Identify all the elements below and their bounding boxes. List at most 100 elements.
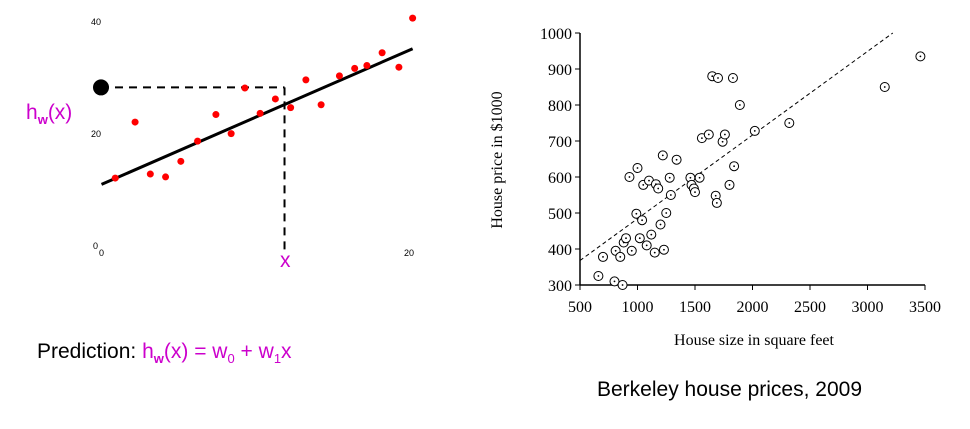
data-point bbox=[711, 197, 722, 208]
data-point-center bbox=[689, 176, 692, 179]
data-point-center bbox=[788, 122, 791, 124]
data-point bbox=[624, 172, 635, 182]
data-point bbox=[694, 172, 705, 183]
data-point-center bbox=[650, 233, 653, 236]
x-axis-label: House size in square feet bbox=[674, 332, 834, 349]
data-point-center bbox=[648, 179, 650, 182]
data-point-center bbox=[669, 194, 672, 196]
prediction-formula: hw(x) = w0 + w1x bbox=[142, 340, 292, 366]
x-tick-label: 2000 bbox=[737, 299, 769, 316]
data-point bbox=[879, 82, 890, 92]
data-point bbox=[915, 51, 926, 62]
data-point-center bbox=[919, 55, 922, 58]
data-point-center bbox=[619, 256, 622, 258]
x-tick-label: 1500 bbox=[679, 299, 711, 316]
data-point bbox=[617, 280, 628, 290]
data-point-center bbox=[698, 176, 701, 179]
data-point bbox=[256, 109, 264, 117]
data-point bbox=[146, 170, 154, 178]
y-tick-label: 0 bbox=[93, 241, 98, 251]
y-tick-label: 600 bbox=[548, 170, 572, 187]
data-point bbox=[641, 240, 652, 251]
data-point bbox=[657, 150, 668, 161]
y-tick-label: 500 bbox=[548, 206, 572, 223]
data-points bbox=[593, 51, 926, 290]
data-point bbox=[227, 130, 235, 138]
data-point bbox=[665, 190, 676, 200]
data-point-center bbox=[715, 202, 718, 204]
data-point-center bbox=[717, 77, 719, 79]
data-point-center bbox=[733, 165, 735, 168]
data-point bbox=[162, 173, 170, 181]
y-tick-label: 700 bbox=[548, 134, 572, 151]
data-point bbox=[653, 183, 664, 194]
data-point-center bbox=[602, 256, 604, 258]
data-point bbox=[671, 154, 682, 165]
data-point-center bbox=[641, 219, 643, 222]
trend-line-group bbox=[579, 32, 894, 261]
data-point-center bbox=[665, 212, 668, 214]
data-point bbox=[637, 215, 648, 226]
x-tick-label: 20 bbox=[404, 248, 414, 258]
data-point bbox=[734, 100, 745, 110]
x-tick-label: 500 bbox=[568, 299, 592, 316]
data-point bbox=[335, 72, 343, 80]
data-point bbox=[241, 84, 249, 92]
prediction-caption: Prediction: hw(x) = w0 + w1x bbox=[37, 340, 292, 366]
data-point-center bbox=[707, 133, 710, 136]
data-point-center bbox=[701, 137, 703, 140]
y-tick-label: 900 bbox=[548, 62, 572, 79]
data-point-center bbox=[728, 184, 731, 186]
data-point bbox=[634, 233, 645, 244]
data-point bbox=[177, 157, 185, 165]
data-point-center bbox=[635, 212, 638, 215]
y-tick-label: 20 bbox=[91, 129, 101, 139]
fit-line-group bbox=[100, 47, 414, 186]
data-point bbox=[646, 229, 657, 240]
data-point-center bbox=[661, 154, 664, 157]
data-point bbox=[749, 125, 760, 136]
axes bbox=[575, 32, 926, 290]
x-tick-label: 3500 bbox=[909, 299, 941, 316]
data-point-center bbox=[711, 75, 714, 78]
data-point bbox=[615, 251, 626, 262]
data-point bbox=[409, 14, 417, 22]
data-point bbox=[131, 118, 139, 126]
data-point bbox=[378, 49, 386, 57]
data-point-center bbox=[657, 187, 660, 190]
data-point-center bbox=[738, 104, 741, 106]
data-point bbox=[658, 244, 669, 255]
data-point bbox=[655, 219, 666, 230]
data-point bbox=[271, 95, 279, 103]
data-point bbox=[302, 76, 310, 84]
data-point-center bbox=[630, 249, 633, 252]
trend-line bbox=[579, 32, 894, 261]
house-price-chart: 500 1000 1500 2000 2500 3000 3500 300 400 500 600 7… bbox=[489, 26, 941, 349]
data-point-center bbox=[694, 191, 696, 194]
y-tick-label: 400 bbox=[548, 242, 572, 259]
tick-labels: 500 1000 1500 2000 2500 3000 3500 300 400 500 600 7… bbox=[540, 26, 941, 316]
data-point-center bbox=[732, 77, 734, 79]
data-point bbox=[194, 137, 202, 145]
data-point-center bbox=[628, 176, 631, 178]
chart-title: Berkeley house prices, 2009 bbox=[597, 378, 862, 401]
data-point bbox=[703, 129, 714, 140]
data-point-center bbox=[597, 275, 600, 277]
data-point-center bbox=[653, 251, 656, 254]
data-point-center bbox=[721, 140, 724, 143]
data-point-center bbox=[883, 86, 886, 88]
data-point-center bbox=[645, 244, 648, 247]
data-point-center bbox=[724, 133, 726, 136]
y-tick-label: 800 bbox=[548, 98, 572, 115]
data-point-center bbox=[621, 284, 624, 286]
data-point bbox=[395, 63, 403, 71]
prediction-guides bbox=[93, 79, 286, 250]
x-tick-label: 2500 bbox=[794, 299, 826, 316]
prediction-y-label: hw(x) bbox=[26, 101, 72, 127]
y-tick-label: 1000 bbox=[540, 26, 572, 43]
x-tick-label: 0 bbox=[99, 248, 104, 258]
data-point-center bbox=[625, 237, 627, 240]
data-point bbox=[632, 163, 643, 173]
data-point bbox=[664, 172, 675, 183]
